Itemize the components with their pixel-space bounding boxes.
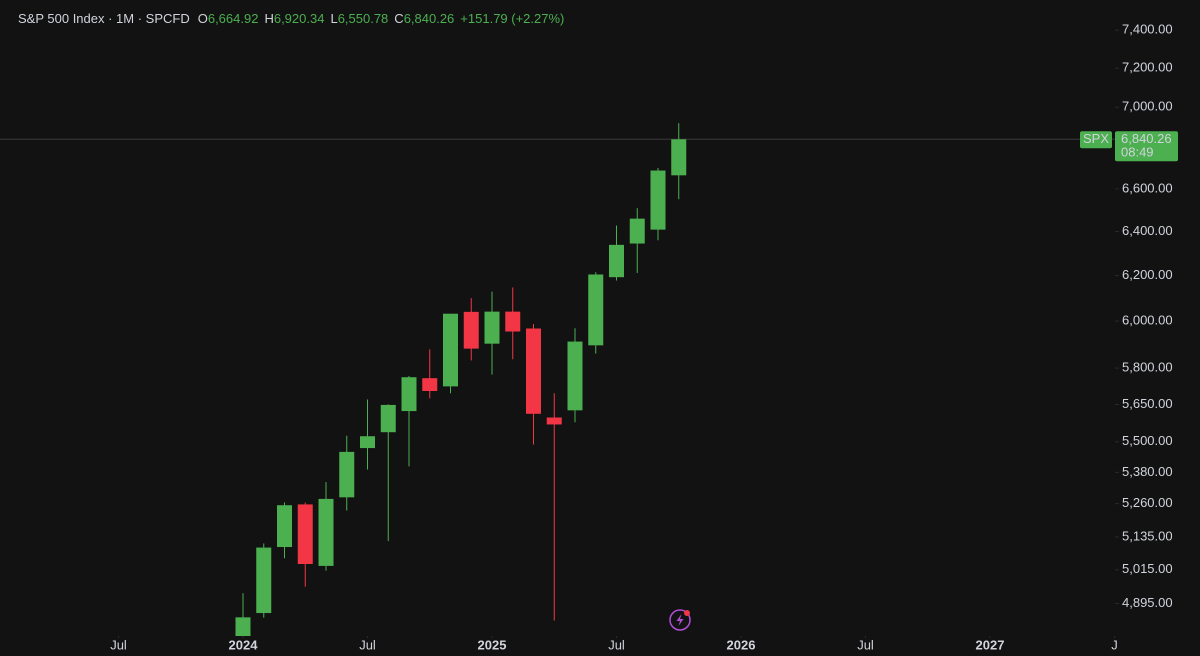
ohlc-label: H	[264, 11, 273, 26]
candle-body	[526, 328, 541, 414]
lightning-icon[interactable]	[669, 609, 691, 631]
candle-body	[671, 139, 687, 176]
chart-header: S&P 500 Index · 1M · SPCFD O6,664.92 H6,92…	[18, 11, 564, 26]
price-badge	[1115, 131, 1178, 162]
x-tick-label: J	[1111, 637, 1118, 652]
candle-body	[588, 274, 604, 346]
y-tick-label: 6,000.00	[1122, 313, 1173, 328]
candle-body	[235, 617, 251, 636]
y-tick-label: 5,260.00	[1122, 495, 1173, 510]
y-tick-label: 5,500.00	[1122, 433, 1173, 448]
symbol-badge	[1080, 131, 1112, 149]
candle-body	[443, 313, 458, 387]
x-tick-label: 2025	[478, 637, 507, 652]
x-tick-label: Jul	[857, 637, 874, 652]
y-tick-label: 6,400.00	[1122, 223, 1173, 238]
y-tick-label: 6,600.00	[1122, 180, 1173, 195]
candle-body	[380, 404, 396, 433]
y-tick-label: 5,800.00	[1122, 360, 1173, 375]
candle-body	[422, 378, 438, 392]
candle-body	[401, 377, 417, 412]
candle-body	[567, 341, 583, 411]
plot-area	[0, 123, 1115, 636]
ohlc-label: L	[330, 11, 337, 26]
y-tick-label: 6,200.00	[1122, 267, 1173, 282]
header-title: S&P 500 Index · 1M · SPCFD	[18, 11, 190, 26]
ohlc-label: O	[198, 11, 208, 26]
y-tick-label: 7,400.00	[1122, 22, 1173, 37]
candle-body	[484, 311, 500, 344]
x-tick-label: 2026	[727, 637, 756, 652]
ohlc-value: 6,550.78	[338, 11, 389, 26]
y-tick-label: 5,135.00	[1122, 528, 1173, 543]
candle-body	[256, 547, 272, 614]
axes: 4,895.00 5,015.00 5,135.00 5,260.00 5,380.00…	[110, 22, 1178, 652]
y-tick-label: 5,650.00	[1122, 396, 1173, 411]
ohlc-value: 6,920.34	[274, 11, 325, 26]
x-tick-label: Jul	[110, 637, 127, 652]
ohlc-label: C	[394, 11, 403, 26]
symbol-label: SPX	[1083, 131, 1109, 146]
y-tick-label: 7,200.00	[1122, 60, 1173, 75]
candle-body	[277, 505, 292, 548]
candle-body	[546, 417, 562, 425]
candle-body	[339, 451, 355, 498]
candle-body	[650, 170, 666, 230]
ohlc-value: 6,840.26	[404, 11, 455, 26]
candle-body	[505, 311, 521, 332]
y-tick-label: 5,015.00	[1122, 561, 1173, 576]
header-change: +151.79 (+2.27%)	[460, 11, 564, 26]
y-tick-label: 7,000.00	[1122, 99, 1173, 114]
candle-body	[463, 311, 479, 349]
candle-body	[360, 436, 375, 449]
x-tick-label: 2027	[976, 637, 1005, 652]
y-tick-label: 4,895.00	[1122, 595, 1173, 610]
candle-body	[297, 504, 313, 564]
countdown-label: 08:49	[1121, 145, 1154, 160]
candle-body	[609, 244, 624, 278]
candle-body	[318, 498, 334, 566]
y-tick-label: 5,380.00	[1122, 464, 1173, 479]
x-tick-label: Jul	[359, 637, 376, 652]
price-label: 6,840.26	[1121, 131, 1172, 146]
candle-body	[629, 218, 645, 244]
x-tick-label: 2024	[229, 637, 259, 652]
price-axis-panel	[1115, 0, 1200, 656]
ohlc-value: 6,664.92	[208, 11, 259, 26]
x-tick-label: Jul	[608, 637, 625, 652]
